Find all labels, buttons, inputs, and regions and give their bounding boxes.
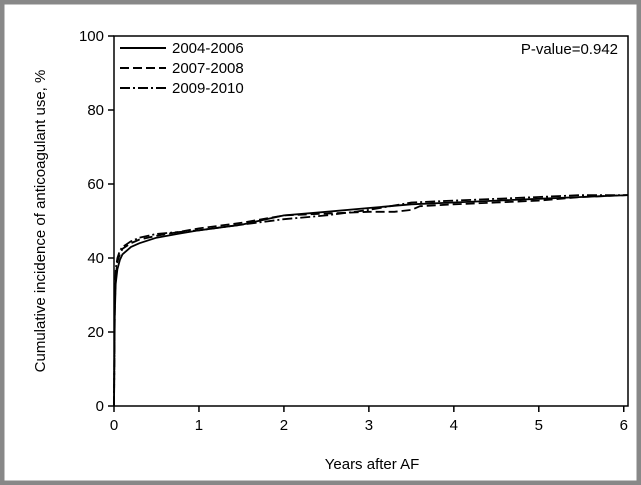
series-line-2007-2008 xyxy=(113,194,629,407)
x-axis: 0 1 2 3 4 5 6 xyxy=(110,406,628,434)
y-tick-label: 20 xyxy=(87,324,104,341)
x-tick-label: 5 xyxy=(535,417,543,434)
x-tick-label: 2 xyxy=(280,417,288,434)
y-axis: 0 20 40 60 80 100 xyxy=(79,28,114,415)
x-tick-label: 1 xyxy=(195,417,203,434)
y-tick-label: 40 xyxy=(87,250,104,267)
legend-label-2009-2010: 2009-2010 xyxy=(172,80,244,97)
x-tick-label: 0 xyxy=(110,417,118,434)
plot-area xyxy=(113,35,629,407)
legend-label-2007-2008: 2007-2008 xyxy=(172,60,244,77)
legend: 2004-2006 2007-2008 2009-2010 xyxy=(120,40,244,97)
x-tick-label: 3 xyxy=(365,417,373,434)
series-line-2004-2006 xyxy=(113,194,629,407)
p-value-annotation: P-value=0.942 xyxy=(521,41,618,58)
series-line-2009-2010 xyxy=(113,194,628,407)
legend-label-2004-2006: 2004-2006 xyxy=(172,40,244,57)
x-tick-label: 4 xyxy=(450,417,458,434)
series-lines xyxy=(113,194,629,407)
y-tick-label: 0 xyxy=(96,398,104,415)
x-tick-label: 6 xyxy=(620,417,628,434)
y-tick-label: 80 xyxy=(87,102,104,119)
x-axis-title: Years after AF xyxy=(325,456,420,473)
y-tick-label: 60 xyxy=(87,176,104,193)
y-tick-label: 100 xyxy=(79,28,104,45)
y-axis-title: Cumulative incidence of anticoagulant us… xyxy=(32,70,49,373)
